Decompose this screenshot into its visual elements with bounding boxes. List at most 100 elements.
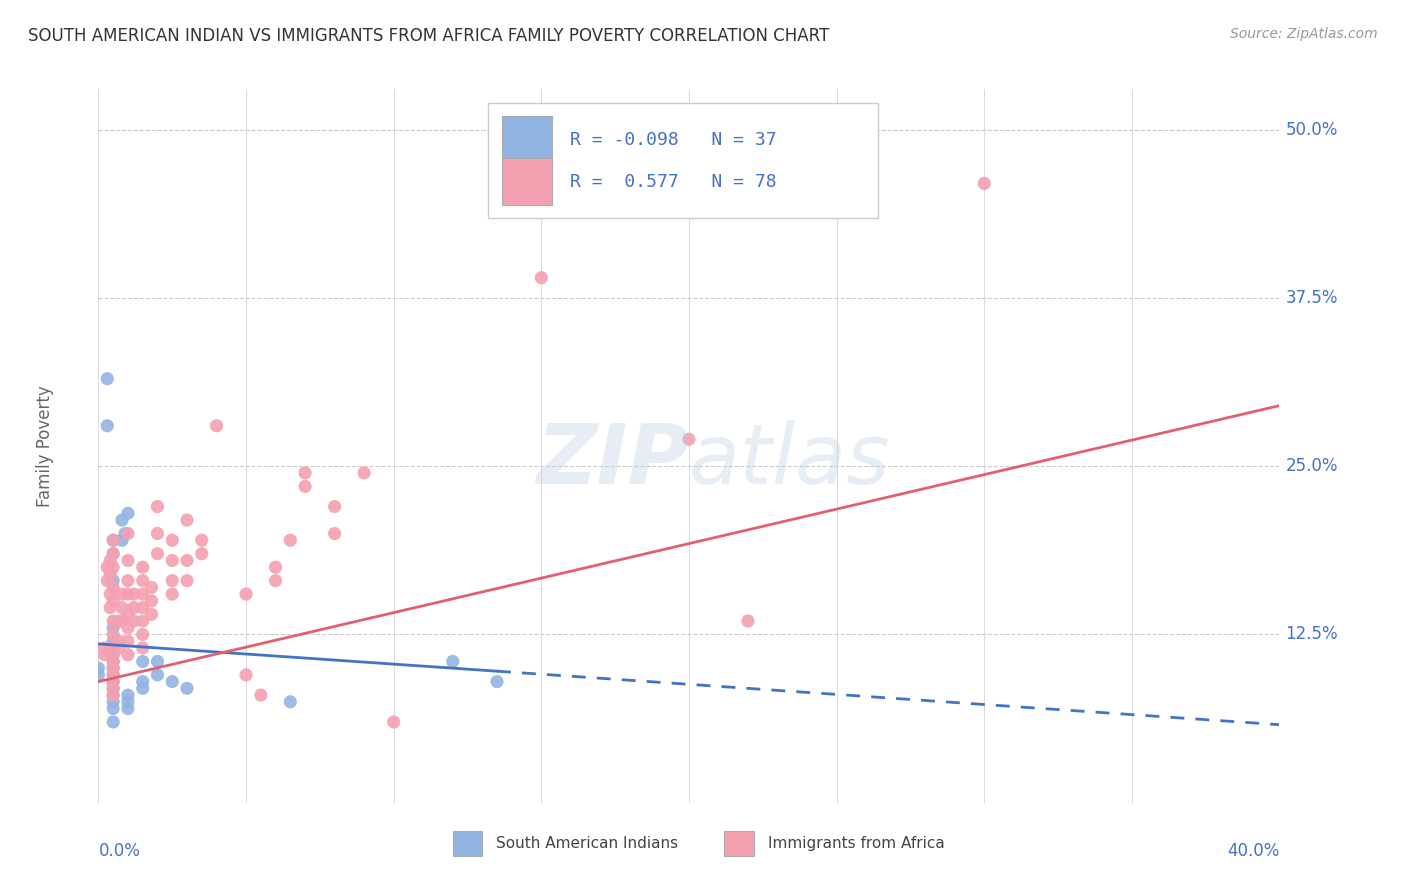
Point (162, 574, 183, 588)
Point (382, 714, 405, 729)
Point (103, 533, 125, 548)
Text: South American Indians: South American Indians (496, 837, 679, 851)
Point (87, 668, 110, 682)
Point (278, 533, 302, 548)
Point (122, 587, 145, 601)
Point (103, 594, 125, 608)
Point (132, 600, 155, 615)
Point (205, 418, 228, 433)
Point (323, 526, 346, 541)
Point (122, 600, 145, 615)
Point (132, 674, 155, 689)
Point (162, 533, 183, 548)
Point (678, 432, 700, 446)
Point (117, 506, 139, 520)
Text: SOUTH AMERICAN INDIAN VS IMMIGRANTS FROM AFRICA FAMILY POVERTY CORRELATION CHART: SOUTH AMERICAN INDIAN VS IMMIGRANTS FROM… (28, 27, 830, 45)
Point (132, 614, 155, 628)
Text: ZIP: ZIP (536, 420, 689, 500)
Point (103, 560, 125, 574)
Point (132, 640, 155, 655)
Point (103, 674, 125, 689)
Point (132, 574, 155, 588)
Point (353, 466, 375, 480)
Point (264, 560, 287, 574)
Point (103, 688, 125, 702)
Text: 25.0%: 25.0% (1285, 458, 1339, 475)
Point (162, 587, 183, 601)
Point (103, 681, 125, 696)
Point (235, 668, 257, 682)
Bar (488, 103, 877, 218)
Point (103, 580, 125, 594)
Text: 37.5%: 37.5% (1285, 289, 1339, 307)
Point (486, 674, 509, 689)
Point (235, 587, 257, 601)
Point (103, 634, 125, 648)
Point (132, 587, 155, 601)
Point (146, 547, 169, 561)
Point (441, 655, 464, 669)
Point (117, 587, 139, 601)
Point (111, 614, 134, 628)
Point (103, 614, 125, 628)
Point (98, 587, 121, 601)
Point (250, 688, 273, 702)
Point (176, 681, 198, 696)
Point (122, 614, 145, 628)
Point (141, 580, 163, 594)
Text: 0.0%: 0.0% (98, 842, 141, 860)
Text: 50.0%: 50.0% (1285, 120, 1337, 138)
Point (132, 560, 155, 574)
Point (117, 607, 139, 622)
Point (117, 621, 139, 635)
Point (103, 714, 125, 729)
Point (141, 594, 163, 608)
Point (264, 574, 287, 588)
Point (103, 701, 125, 715)
Point (108, 640, 131, 655)
Point (162, 553, 183, 567)
Point (146, 668, 169, 682)
Text: R =  0.577   N = 78: R = 0.577 N = 78 (569, 173, 776, 191)
Point (93, 640, 115, 655)
Point (96, 418, 118, 433)
Point (87, 661, 110, 675)
Point (323, 500, 346, 514)
Point (111, 533, 134, 548)
Point (103, 655, 125, 669)
Point (117, 526, 139, 541)
Point (93, 648, 115, 662)
Point (132, 655, 155, 669)
Point (103, 661, 125, 675)
Point (146, 526, 169, 541)
Point (294, 479, 316, 493)
Point (103, 674, 125, 689)
Point (103, 547, 125, 561)
Point (103, 648, 125, 662)
Text: 12.5%: 12.5% (1285, 625, 1339, 643)
Point (103, 533, 125, 548)
Text: Source: ZipAtlas.com: Source: ZipAtlas.com (1230, 27, 1378, 41)
Point (117, 648, 139, 662)
Bar (502, 159, 553, 205)
Point (103, 547, 125, 561)
Point (117, 688, 139, 702)
Text: R = -0.098   N = 37: R = -0.098 N = 37 (569, 130, 776, 148)
Point (103, 668, 125, 682)
Point (96, 372, 118, 386)
Point (191, 533, 214, 548)
Point (96, 574, 118, 588)
Point (530, 270, 553, 285)
Point (132, 627, 155, 641)
Text: 40.0%: 40.0% (1227, 842, 1279, 860)
Point (103, 648, 125, 662)
Point (103, 681, 125, 696)
Point (98, 566, 121, 581)
Point (111, 600, 134, 615)
Point (103, 688, 125, 702)
Point (117, 701, 139, 715)
Text: Family Poverty: Family Poverty (37, 385, 55, 507)
Text: Immigrants from Africa: Immigrants from Africa (768, 837, 945, 851)
Point (103, 661, 125, 675)
Point (103, 574, 125, 588)
